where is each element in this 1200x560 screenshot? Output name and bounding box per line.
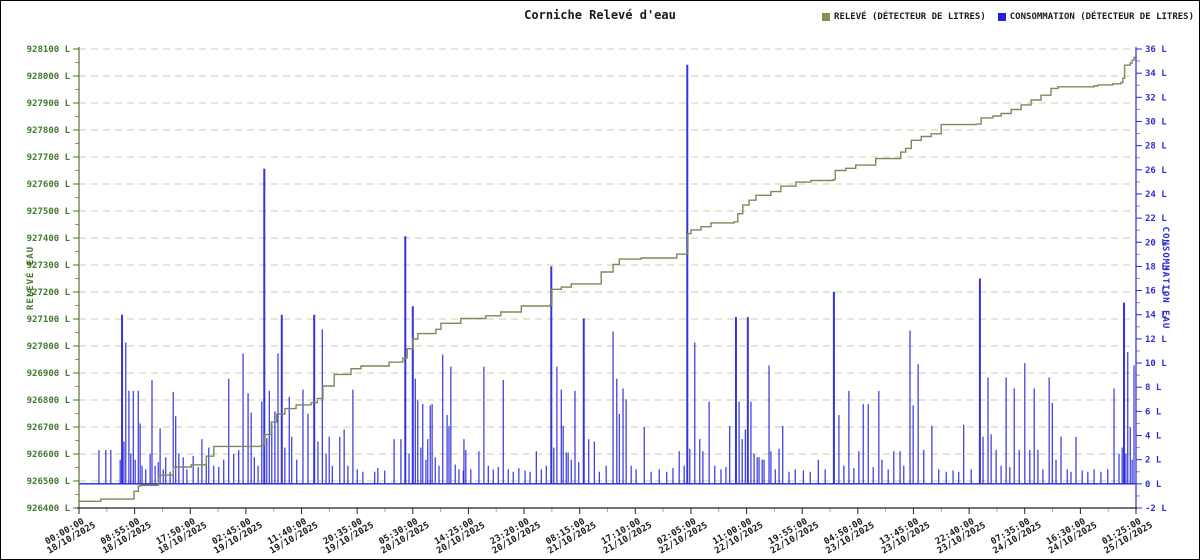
left-axis-tick-label: 928100 L — [27, 45, 71, 55]
left-axis-tick-label: 926400 L — [27, 504, 71, 514]
legend: RELEVÉ (DÉTECTEUR DE LITRES) CONSOMMATIO… — [822, 12, 1194, 22]
x-axis-tick-label: 04:50:0023/10/2025 — [820, 513, 876, 557]
right-axis-tick-label: 22 L — [1145, 214, 1167, 224]
x-axis-tick-label: 19:55:0022/10/2025 — [764, 513, 820, 557]
x-axis-tick-label: 00:00:0018/10/2025 — [41, 513, 97, 557]
left-axis-tick-label: 926600 L — [27, 450, 71, 460]
x-axis-tick-label: 23:20:0020/10/2025 — [486, 513, 542, 557]
legend-item-consommation: CONSOMMATION (DÉTECTEUR DE LITRES) — [997, 12, 1194, 22]
chart-title: Corniche Relevé d'eau — [524, 8, 676, 22]
x-axis-tick-label: 14:25:0020/10/2025 — [431, 513, 487, 557]
left-axis-tick-label: 927600 L — [27, 180, 71, 190]
left-axis-tick-label: 927100 L — [27, 315, 71, 325]
legend-label-consommation: CONSOMMATION (DÉTECTEUR DE LITRES) — [1009, 12, 1194, 22]
right-axis-tick-label: 0 L — [1145, 480, 1162, 490]
left-axis-tick-label: 926700 L — [27, 423, 71, 433]
right-axis-tick-label: 36 L — [1145, 45, 1167, 55]
right-axis-tick-label: 16 L — [1145, 287, 1167, 297]
left-axis-tick-label: 928000 L — [27, 72, 71, 82]
x-axis-tick-label: 16:30:0024/10/2025 — [1043, 513, 1099, 557]
right-axis-tick-label: 8 L — [1145, 383, 1162, 393]
right-axis-tick-label: 34 L — [1145, 69, 1167, 79]
right-axis-tick-label: 32 L — [1145, 93, 1167, 103]
right-axis-tick-label: 4 L — [1145, 432, 1162, 442]
x-axis-tick-label: 07:35:0024/10/2025 — [987, 513, 1043, 557]
right-axis-tick-label: 20 L — [1145, 238, 1167, 248]
releve-line — [79, 56, 1137, 502]
x-axis-tick-label: 13:45:0023/10/2025 — [876, 513, 932, 557]
legend-item-releve: RELEVÉ (DÉTECTEUR DE LITRES) — [822, 12, 986, 22]
x-axis-tick-label: 01:25:0025/10/2025 — [1098, 513, 1154, 557]
left-axis-tick-label: 927700 L — [27, 153, 71, 163]
right-axis-tick-label: 30 L — [1145, 117, 1167, 127]
left-axis-tick-label: 926900 L — [27, 369, 71, 379]
x-axis-tick-label: 11:00:0022/10/2025 — [709, 513, 765, 557]
x-axis-tick-label: 08:55:0018/10/2025 — [97, 513, 153, 557]
left-axis-tick-label: 927200 L — [27, 288, 71, 298]
x-axis-tick-label: 02:45:0019/10/2025 — [208, 513, 264, 557]
legend-swatch-releve — [822, 13, 831, 21]
left-axis-tick-label: 927800 L — [27, 126, 71, 136]
right-axis-tick-label: 2 L — [1145, 456, 1162, 466]
right-axis-tick-label: 24 L — [1145, 190, 1167, 200]
left-axis-tick-label: 926800 L — [27, 396, 71, 406]
right-axis-tick-label: 10 L — [1145, 359, 1167, 369]
legend-label-releve: RELEVÉ (DÉTECTEUR DE LITRES) — [834, 12, 986, 22]
left-axis-tick-label: 927300 L — [27, 261, 71, 271]
left-axis-tick-label: 926500 L — [27, 477, 71, 487]
right-axis-tick-label: 6 L — [1145, 407, 1162, 417]
x-axis-tick-label: 22:40:0023/10/2025 — [931, 513, 987, 557]
x-axis-tick-label: 17:50:0018/10/2025 — [152, 513, 208, 557]
right-axis-tick-label: 28 L — [1145, 142, 1167, 152]
x-axis-tick-label: 05:30:0020/10/2025 — [375, 513, 431, 557]
right-axis-tick-label: 12 L — [1145, 335, 1167, 345]
x-axis-tick-label: 08:15:0021/10/2025 — [542, 513, 598, 557]
x-axis-tick-label: 17:10:0021/10/2025 — [598, 513, 654, 557]
left-axis-tick-label: 927400 L — [27, 234, 71, 244]
right-axis-tick-label: -2 L — [1145, 504, 1167, 514]
right-axis-tick-label: 14 L — [1145, 311, 1167, 321]
left-axis-tick-label: 927000 L — [27, 342, 71, 352]
x-axis-tick-label: 20:35:0019/10/2025 — [319, 513, 375, 557]
left-axis-tick-label: 927500 L — [27, 207, 71, 217]
right-axis-tick-label: 26 L — [1145, 166, 1167, 176]
x-axis-tick-label: 02:05:0022/10/2025 — [653, 513, 709, 557]
x-axis-tick-label: 11:40:0019/10/2025 — [264, 513, 320, 557]
left-axis-tick-label: 927900 L — [27, 99, 71, 109]
right-axis-tick-label: 18 L — [1145, 262, 1167, 272]
legend-swatch-consommation — [997, 13, 1006, 21]
